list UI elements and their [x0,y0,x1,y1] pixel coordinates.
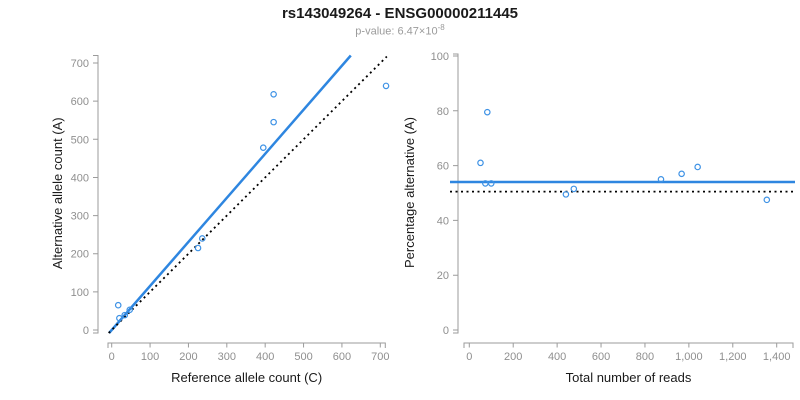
x-axis [463,342,794,348]
y-tick-label: 200 [71,249,89,261]
x-tick-label: 600 [592,351,610,363]
y-tick-label: 0 [443,325,449,337]
pvalue-subtitle: p-value: 6.47×10-8 [0,23,800,38]
x-tick-label: 500 [294,351,312,363]
data-point [657,176,665,183]
x-tick-label: 400 [548,351,566,363]
x-tick-label: 800 [636,351,654,363]
y-tick-label: 20 [437,270,449,282]
y-axis [93,55,99,334]
x-tick-label: 0 [109,351,115,363]
pvalue-text: p-value: 6.47×10 [355,25,438,38]
data-point [763,196,771,204]
x-tick-label: 400 [256,351,274,363]
data-point [114,301,122,309]
x-axis-title: Reference allele count (C) [171,370,322,385]
identity-line [108,55,388,334]
data-point [477,159,484,167]
x-tick-label: 300 [218,351,236,363]
x-tick-label: 1,200 [719,351,747,363]
y-tick-label: 0 [83,325,89,337]
percentage-vs-reads-scatter: 0 20 40 60 80 100 0 200 400 600 800 1,000 1,200 1,400… [402,51,795,385]
data-point [126,306,134,314]
y-tick-label: 600 [71,96,89,108]
x-tick-label: 700 [371,351,389,363]
pvalue-exponent: -8 [437,23,445,32]
data-point [570,185,578,193]
x-tick-label: 200 [179,351,197,363]
x-tick-label: 100 [141,351,159,363]
y-axis-title: Percentage alternative (A) [402,117,417,268]
data-point [382,82,390,90]
y-tick-label: 40 [437,215,449,227]
data-point [270,118,277,126]
y-tick-label: 500 [71,134,89,146]
data-point [121,311,129,319]
data-point [484,108,491,116]
y-axis-title: Alternative allele count (A) [50,117,65,269]
y-tick-label: 100 [71,287,89,299]
x-tick-label: 0 [466,351,472,363]
data-point [270,90,277,98]
data-point [487,180,495,187]
page-title: rs143049264 - ENSG00000211445 [281,5,519,22]
y-tick-label: 300 [71,211,89,223]
x-tick-label: 200 [504,351,522,363]
data-point [678,170,685,178]
data-point [194,244,202,252]
y-tick-label: 100 [431,51,449,63]
data-point [562,191,570,198]
x-tick-label: 1,000 [675,351,703,363]
data-point [198,235,206,242]
data-point [694,163,701,171]
data-point [259,144,267,151]
x-axis [107,342,386,348]
x-tick-label: 1,400 [763,351,791,363]
y-tick-label: 700 [71,58,89,70]
allele-count-scatter: 0 100 200 300 400 500 600 700 0 100 200 300 400 500 60… [50,54,390,385]
y-tick-label: 60 [437,161,449,173]
fit-line [108,54,352,334]
y-tick-label: 80 [437,106,449,118]
x-tick-label: 600 [333,351,351,363]
y-tick-label: 400 [71,172,89,184]
x-axis-title: Total number of reads [566,370,692,385]
data-point [116,314,123,322]
y-axis [453,53,459,334]
